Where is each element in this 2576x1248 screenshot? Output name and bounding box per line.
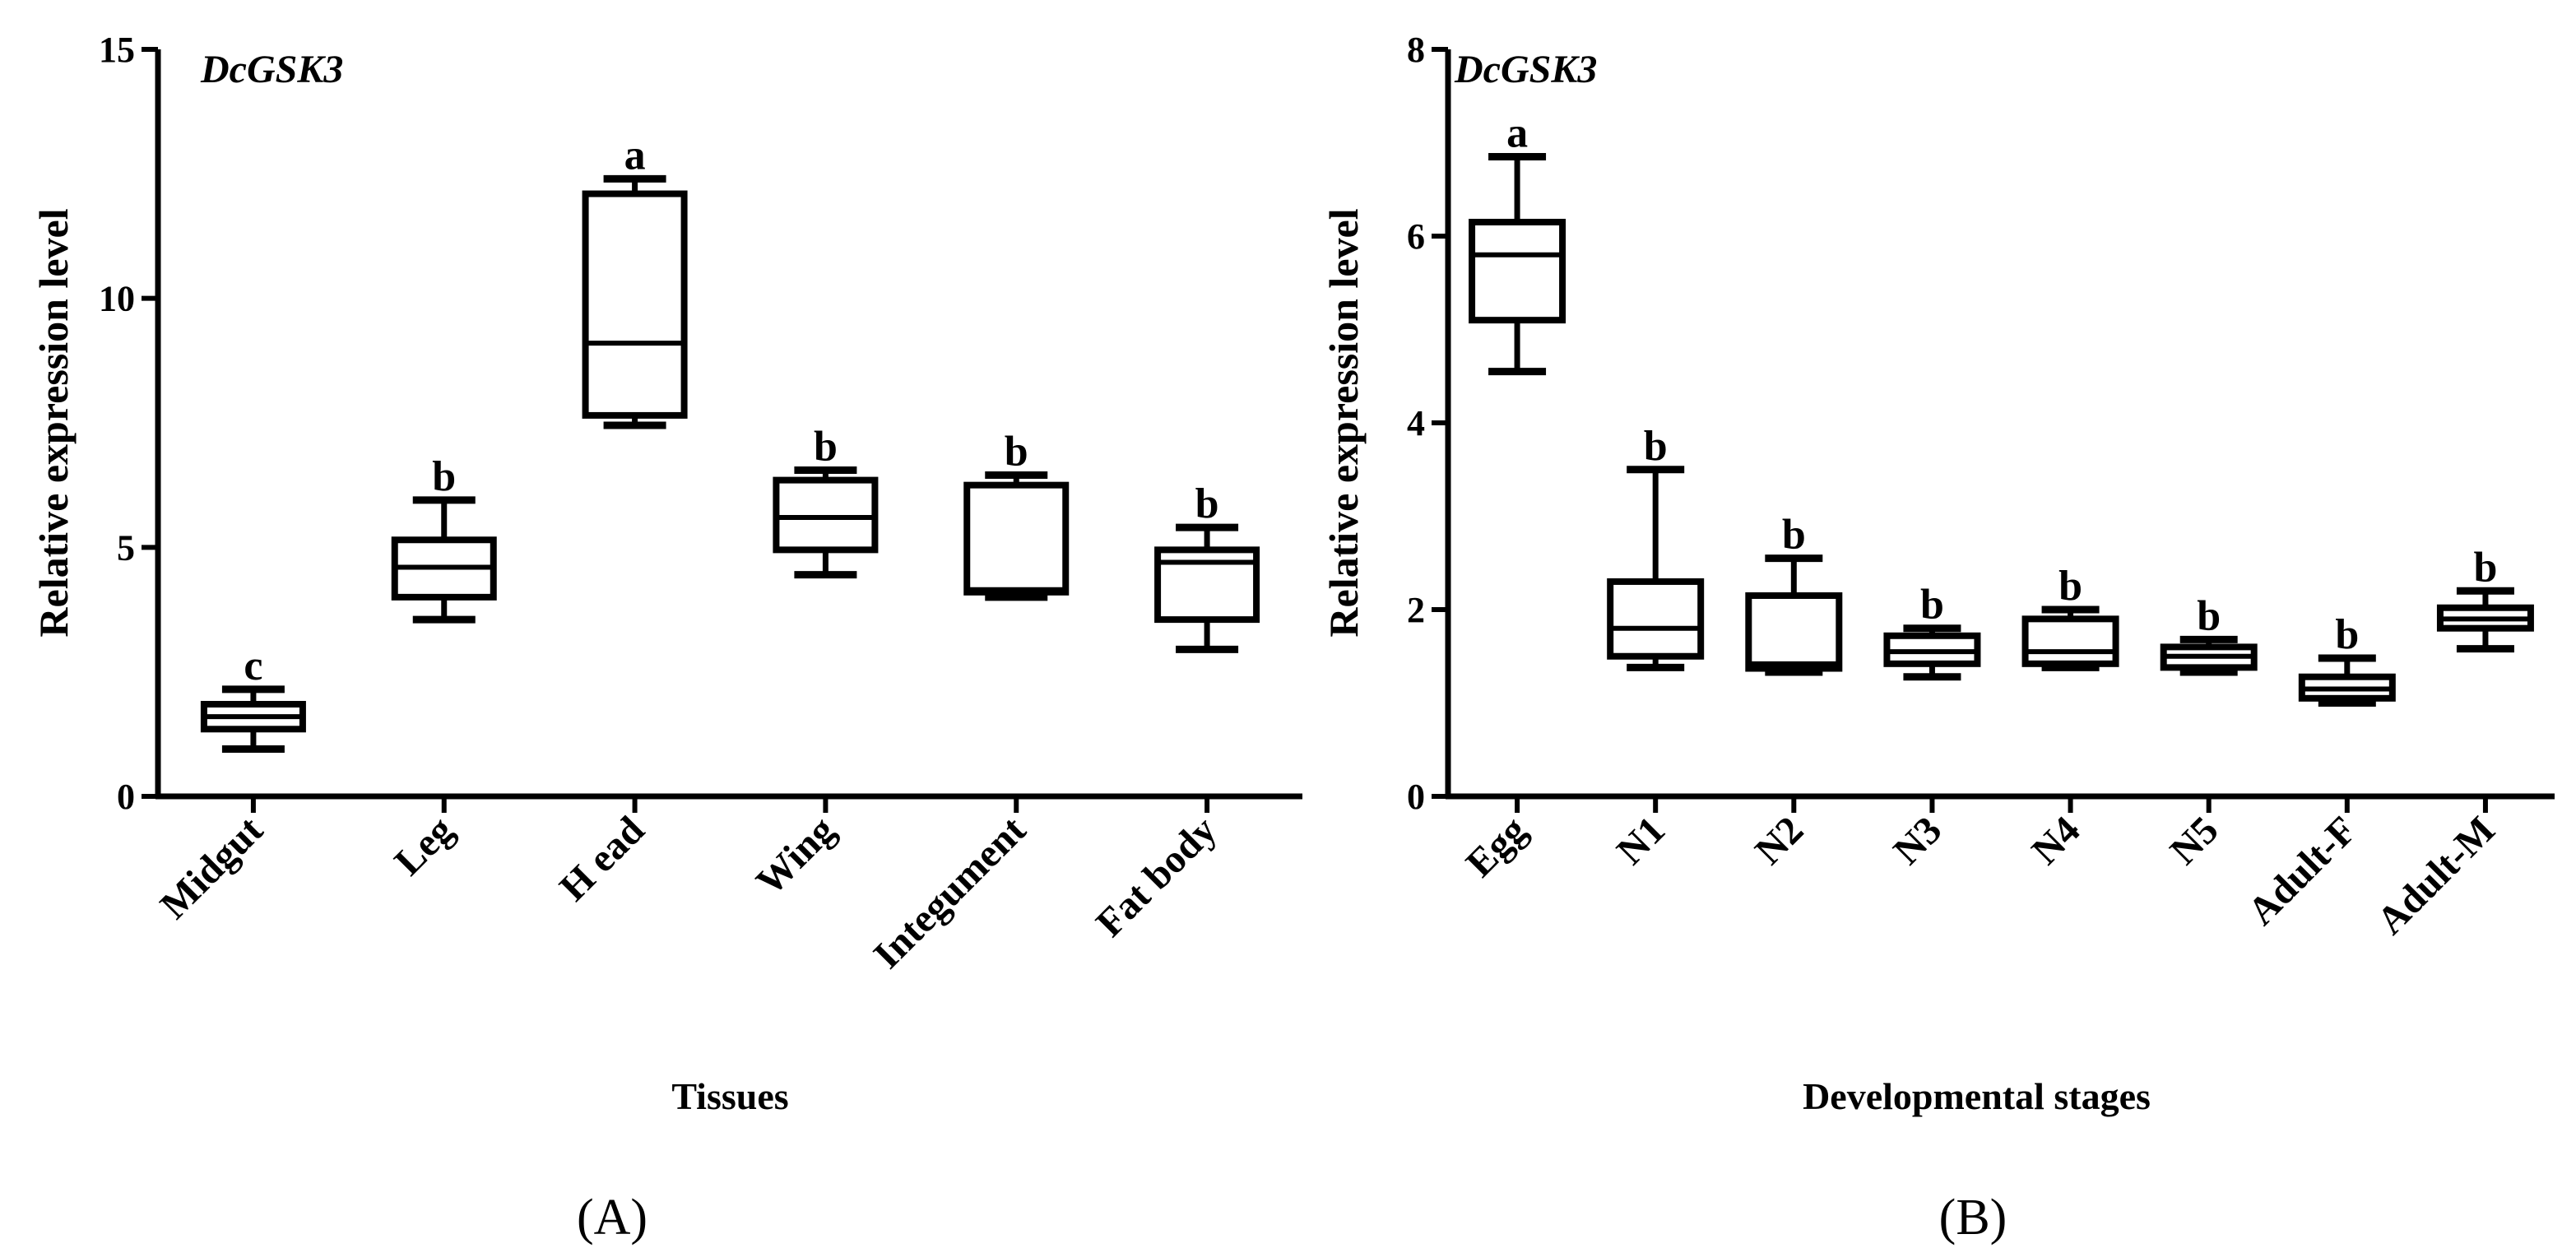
iqr-box	[1469, 218, 1566, 324]
box-group: b	[2021, 563, 2119, 671]
chart-title: DcGSK3	[200, 48, 343, 91]
y-tick-label: 4	[1407, 403, 1425, 443]
box-group: b	[2298, 611, 2396, 707]
significance-letter: b	[2335, 611, 2359, 658]
iqr-box	[773, 476, 879, 554]
x-tick-label: Adult-M	[2369, 808, 2504, 943]
x-tick-label: Midgut	[152, 808, 272, 927]
box-group: b	[391, 453, 497, 624]
x-tick-label: N5	[2162, 808, 2227, 873]
panel-label: (A)	[577, 1190, 647, 1246]
x-tick-label: Leg	[386, 808, 462, 884]
x-tick-label: Egg	[1458, 808, 1535, 885]
box-group: a	[582, 132, 688, 429]
box-group: b	[773, 424, 879, 579]
significance-letter: b	[1005, 429, 1028, 476]
panel-label: (B)	[1939, 1190, 2007, 1246]
iqr-box	[963, 481, 1070, 596]
x-tick-label: Integument	[866, 808, 1034, 977]
y-tick-label: 0	[1407, 777, 1425, 817]
x-tick-label: N2	[1747, 808, 1812, 873]
y-tick-label: 15	[99, 30, 135, 70]
panel-b: 0 2 4 6 8 Relative expression level DcGSK3 a Egg…	[1320, 30, 2555, 1246]
box-group: b	[2436, 544, 2534, 653]
x-tick-label: Adult-F	[2239, 808, 2365, 934]
significance-letter: b	[1782, 512, 1806, 559]
significance-letter: b	[2197, 592, 2221, 639]
y-tick-label: 5	[117, 527, 135, 568]
significance-letter: b	[2473, 544, 2497, 591]
box-group: a	[1469, 110, 1566, 376]
iqr-box	[1745, 592, 1843, 672]
y-tick-label: 2	[1407, 590, 1425, 630]
x-tick-label: N4	[2023, 808, 2088, 873]
box-group: b	[1883, 582, 1981, 681]
x-tick-label: H ead	[551, 808, 652, 909]
significance-letter: b	[2058, 563, 2082, 610]
significance-letter: b	[814, 424, 838, 471]
significance-letter: a	[1506, 110, 1528, 157]
x-tick-label: N3	[1885, 808, 1950, 873]
y-tick-label: 10	[99, 279, 135, 319]
x-axis-title: Developmental stages	[1803, 1075, 2151, 1117]
x-tick-label: N1	[1608, 808, 1673, 873]
box-group: c	[200, 643, 306, 753]
iqr-box	[582, 190, 688, 419]
y-tick-label: 6	[1407, 216, 1425, 257]
y-tick-label: 0	[117, 777, 135, 817]
box-group: b	[1607, 423, 1705, 671]
x-axis-title: Tissues	[671, 1075, 788, 1117]
significance-letter: b	[1195, 480, 1219, 527]
y-axis-title: Relative expression level	[1320, 208, 1367, 637]
significance-letter: c	[244, 643, 262, 689]
significance-letter: a	[624, 132, 646, 179]
significance-letter: b	[432, 453, 456, 500]
iqr-box	[1607, 578, 1705, 660]
x-tick-label: Wing	[748, 808, 843, 903]
panel-a: 0 5 10 15 Relative expression level DcGSK3 c Mi…	[30, 30, 1302, 1246]
significance-letter: b	[1644, 423, 1668, 470]
iqr-box	[2021, 615, 2119, 667]
y-axis-title: Relative expression level	[30, 208, 77, 637]
box-group: b	[1745, 512, 1843, 676]
significance-letter: b	[1920, 582, 1944, 629]
chart-title: DcGSK3	[1454, 48, 1597, 91]
box-group: b	[1154, 480, 1260, 653]
box-group: b	[2160, 592, 2258, 676]
box-group: b	[963, 429, 1070, 601]
y-tick-label: 8	[1407, 30, 1425, 70]
x-tick-label: Fat body	[1088, 808, 1225, 945]
